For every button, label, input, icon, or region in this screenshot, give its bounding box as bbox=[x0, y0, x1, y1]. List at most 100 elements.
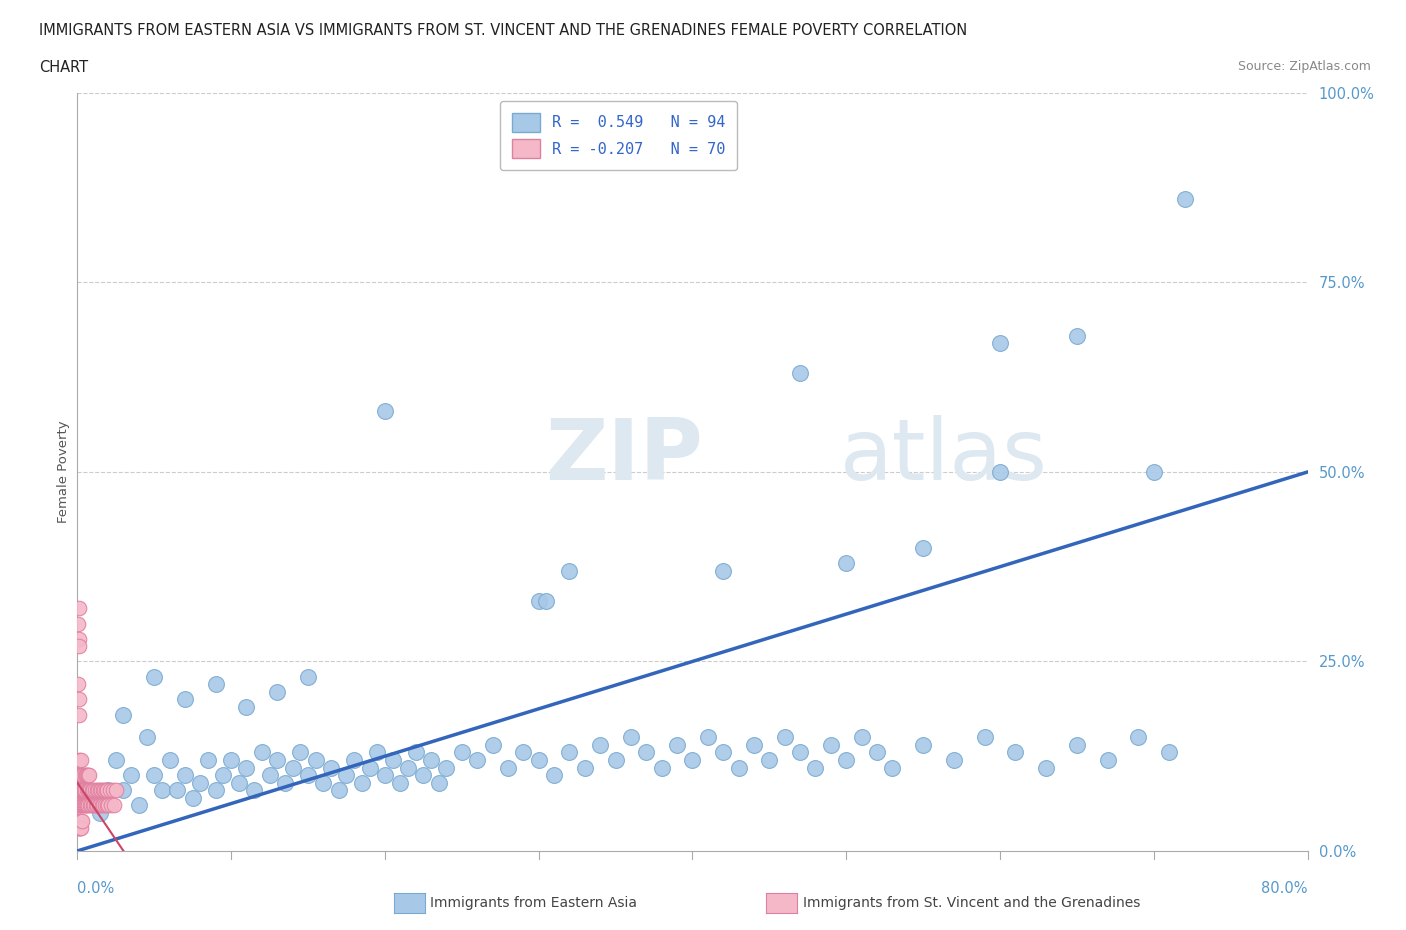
Point bbox=[636, 745, 658, 760]
Point bbox=[174, 768, 197, 783]
Point bbox=[512, 745, 534, 760]
Point bbox=[804, 760, 827, 775]
Text: ZIP: ZIP bbox=[546, 416, 703, 498]
Point bbox=[789, 745, 811, 760]
Point bbox=[69, 798, 91, 813]
Point bbox=[1143, 465, 1166, 480]
Point bbox=[70, 821, 93, 836]
Point bbox=[188, 776, 212, 790]
Point bbox=[420, 752, 443, 767]
Point bbox=[835, 555, 858, 570]
Point bbox=[67, 692, 90, 707]
Text: Immigrants from St. Vincent and the Grenadines: Immigrants from St. Vincent and the Gren… bbox=[803, 896, 1140, 910]
Text: Source: ZipAtlas.com: Source: ZipAtlas.com bbox=[1237, 60, 1371, 73]
Point bbox=[359, 760, 381, 775]
Point bbox=[70, 783, 93, 798]
Legend: R =  0.549   N = 94, R = -0.207   N = 70: R = 0.549 N = 94, R = -0.207 N = 70 bbox=[501, 100, 737, 170]
Point bbox=[67, 752, 90, 767]
Point bbox=[219, 752, 242, 767]
Point bbox=[67, 821, 90, 836]
Point bbox=[350, 776, 373, 790]
Point bbox=[1066, 328, 1088, 343]
Point bbox=[212, 768, 235, 783]
Text: 0.0%: 0.0% bbox=[77, 882, 114, 897]
Point bbox=[75, 798, 97, 813]
Point bbox=[235, 699, 257, 714]
Point bbox=[73, 768, 96, 783]
Point bbox=[67, 813, 90, 828]
Point bbox=[69, 821, 91, 836]
Point bbox=[543, 768, 565, 783]
Point bbox=[128, 798, 150, 813]
Point bbox=[197, 752, 219, 767]
Point bbox=[589, 737, 612, 752]
Point bbox=[79, 768, 101, 783]
Point bbox=[166, 783, 188, 798]
Point bbox=[942, 752, 965, 767]
Point bbox=[773, 730, 796, 745]
Point bbox=[94, 798, 117, 813]
Point bbox=[97, 783, 120, 798]
Point bbox=[450, 745, 472, 760]
Point bbox=[204, 783, 226, 798]
Point bbox=[820, 737, 842, 752]
Point bbox=[297, 670, 319, 684]
Point bbox=[297, 768, 319, 783]
Point bbox=[69, 813, 91, 828]
Point bbox=[711, 745, 734, 760]
Point bbox=[112, 783, 135, 798]
Point bbox=[73, 798, 96, 813]
Point bbox=[89, 798, 111, 813]
Point bbox=[682, 752, 704, 767]
Point bbox=[84, 798, 107, 813]
Point bbox=[389, 776, 412, 790]
Text: atlas: atlas bbox=[841, 416, 1047, 498]
Point bbox=[405, 745, 427, 760]
Point bbox=[882, 760, 904, 775]
Point bbox=[290, 745, 312, 760]
Point bbox=[104, 783, 127, 798]
Point bbox=[67, 677, 90, 692]
Point bbox=[112, 707, 135, 722]
Point bbox=[366, 745, 388, 760]
Point bbox=[536, 593, 558, 608]
Point bbox=[70, 813, 93, 828]
Point bbox=[742, 737, 765, 752]
Point bbox=[70, 798, 93, 813]
Point bbox=[496, 760, 519, 775]
Point bbox=[727, 760, 749, 775]
Point bbox=[80, 798, 103, 813]
Point bbox=[75, 768, 97, 783]
Point bbox=[72, 768, 94, 783]
Point bbox=[605, 752, 627, 767]
Point bbox=[988, 465, 1011, 480]
Point bbox=[1097, 752, 1119, 767]
Point bbox=[259, 768, 281, 783]
Point bbox=[90, 798, 114, 813]
Point bbox=[82, 783, 104, 798]
Point bbox=[204, 677, 226, 692]
Point bbox=[150, 783, 173, 798]
Point bbox=[789, 366, 811, 381]
Text: CHART: CHART bbox=[39, 60, 89, 75]
Point bbox=[83, 798, 105, 813]
Point bbox=[143, 670, 166, 684]
Point bbox=[94, 783, 117, 798]
Point bbox=[396, 760, 419, 775]
Point bbox=[159, 752, 181, 767]
Point bbox=[76, 798, 98, 813]
Point bbox=[527, 752, 550, 767]
Point bbox=[98, 783, 121, 798]
Point bbox=[651, 760, 673, 775]
Point bbox=[319, 760, 342, 775]
Point bbox=[758, 752, 780, 767]
Point bbox=[69, 821, 91, 836]
Point bbox=[481, 737, 503, 752]
Point bbox=[97, 798, 120, 813]
Point bbox=[86, 783, 108, 798]
Point bbox=[67, 601, 90, 616]
Point bbox=[374, 404, 396, 418]
Point bbox=[67, 631, 90, 646]
Point bbox=[465, 752, 488, 767]
Point bbox=[103, 798, 125, 813]
